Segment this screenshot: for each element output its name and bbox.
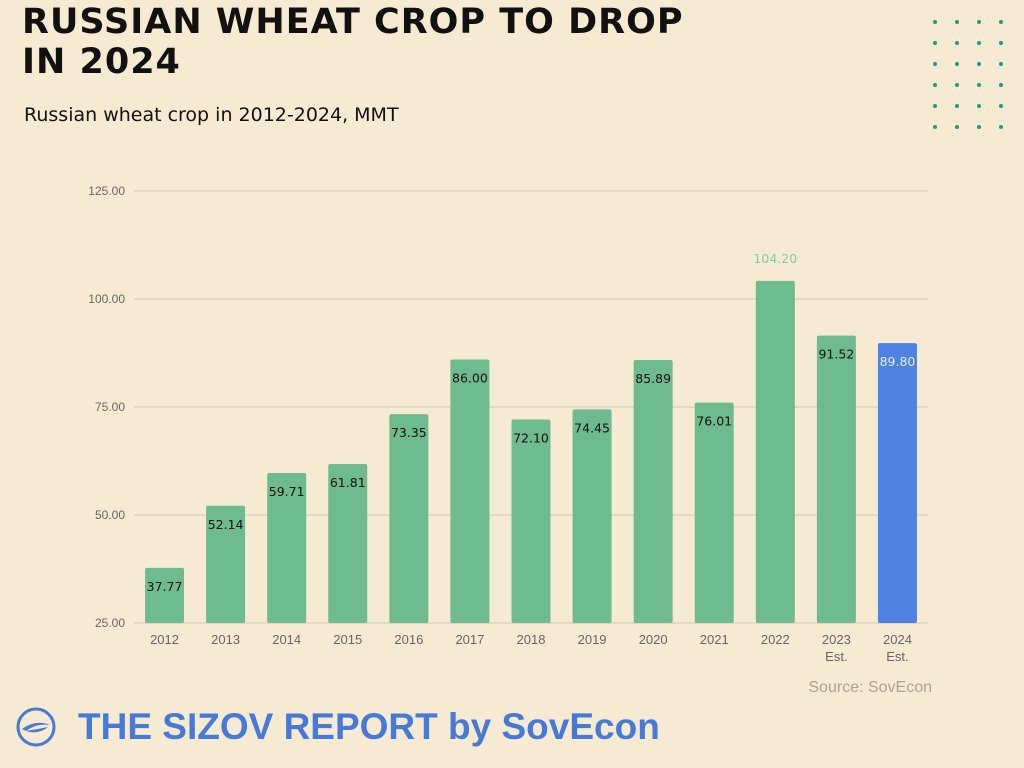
data-label: 76.01: [696, 414, 732, 429]
decorative-dot-grid-icon: [929, 16, 1017, 136]
sovecon-logo-icon: [16, 707, 56, 747]
x-tick-label: 2012: [150, 632, 179, 647]
data-label: 61.81: [330, 475, 366, 490]
footer-brand: THE SIZOV REPORT by SovEcon: [16, 702, 660, 752]
bar: [145, 567, 185, 623]
bar: [572, 409, 612, 623]
bar: [389, 414, 429, 623]
x-tick-label: 2018: [517, 632, 546, 647]
x-tick-label: 2013: [211, 632, 240, 647]
y-tick-label: 100.00: [88, 292, 125, 306]
source-note: Source: SovEcon: [808, 679, 932, 696]
y-tick-label: 50.00: [95, 508, 125, 522]
x-tick-label: 2019: [578, 632, 607, 647]
bar: [694, 402, 734, 623]
data-label: 104.20: [753, 251, 797, 266]
bar: [816, 335, 856, 623]
x-tick-label: 2022: [761, 632, 790, 647]
x-tick-label: 2020: [639, 632, 668, 647]
bar: [328, 463, 368, 623]
x-tick-label: Est.: [886, 649, 908, 664]
x-tick-label: 2016: [394, 632, 423, 647]
chart-title-line-2: IN 2024: [22, 42, 181, 82]
data-label: 37.77: [147, 579, 183, 594]
bar: [877, 343, 917, 623]
y-tick-label: 25.00: [95, 616, 125, 630]
data-label: 85.89: [635, 371, 671, 386]
y-tick-label: 125.00: [88, 184, 125, 198]
footer-brand-text: THE SIZOV REPORT by SovEcon: [78, 706, 660, 747]
bar: [633, 359, 673, 623]
data-label: 74.45: [574, 420, 610, 435]
x-tick-label: 2015: [333, 632, 362, 647]
bar: [450, 359, 490, 623]
x-tick-label: Est.: [825, 649, 847, 664]
bar-chart: 25.00 50.00 75.00 100.00 125.00 37.77 2012 52.1…: [88, 184, 928, 664]
chart-title: RUSSIAN WHEAT CROP TO DROP IN 2024: [22, 2, 684, 82]
data-label: 72.10: [513, 431, 549, 446]
x-tick-label: 2024: [883, 632, 912, 647]
data-label: 86.00: [452, 370, 488, 385]
chart-title-line-1: RUSSIAN WHEAT CROP TO DROP: [22, 2, 684, 42]
data-label: 91.52: [818, 347, 854, 362]
x-tick-label: 2023: [822, 632, 851, 647]
x-tick-label: 2014: [272, 632, 301, 647]
x-tick-label: 2017: [455, 632, 484, 647]
bar: [755, 280, 795, 623]
bar: [511, 419, 551, 623]
y-tick-label: 75.00: [95, 400, 125, 414]
data-label: 73.35: [391, 425, 427, 440]
data-label: 52.14: [208, 517, 244, 532]
data-label: 59.71: [269, 484, 305, 499]
bar: [206, 505, 246, 623]
chart-subtitle: Russian wheat crop in 2012-2024, MMT: [24, 104, 399, 126]
x-tick-label: 2021: [700, 632, 729, 647]
bar: [267, 473, 307, 623]
data-label: 89.80: [880, 354, 916, 369]
